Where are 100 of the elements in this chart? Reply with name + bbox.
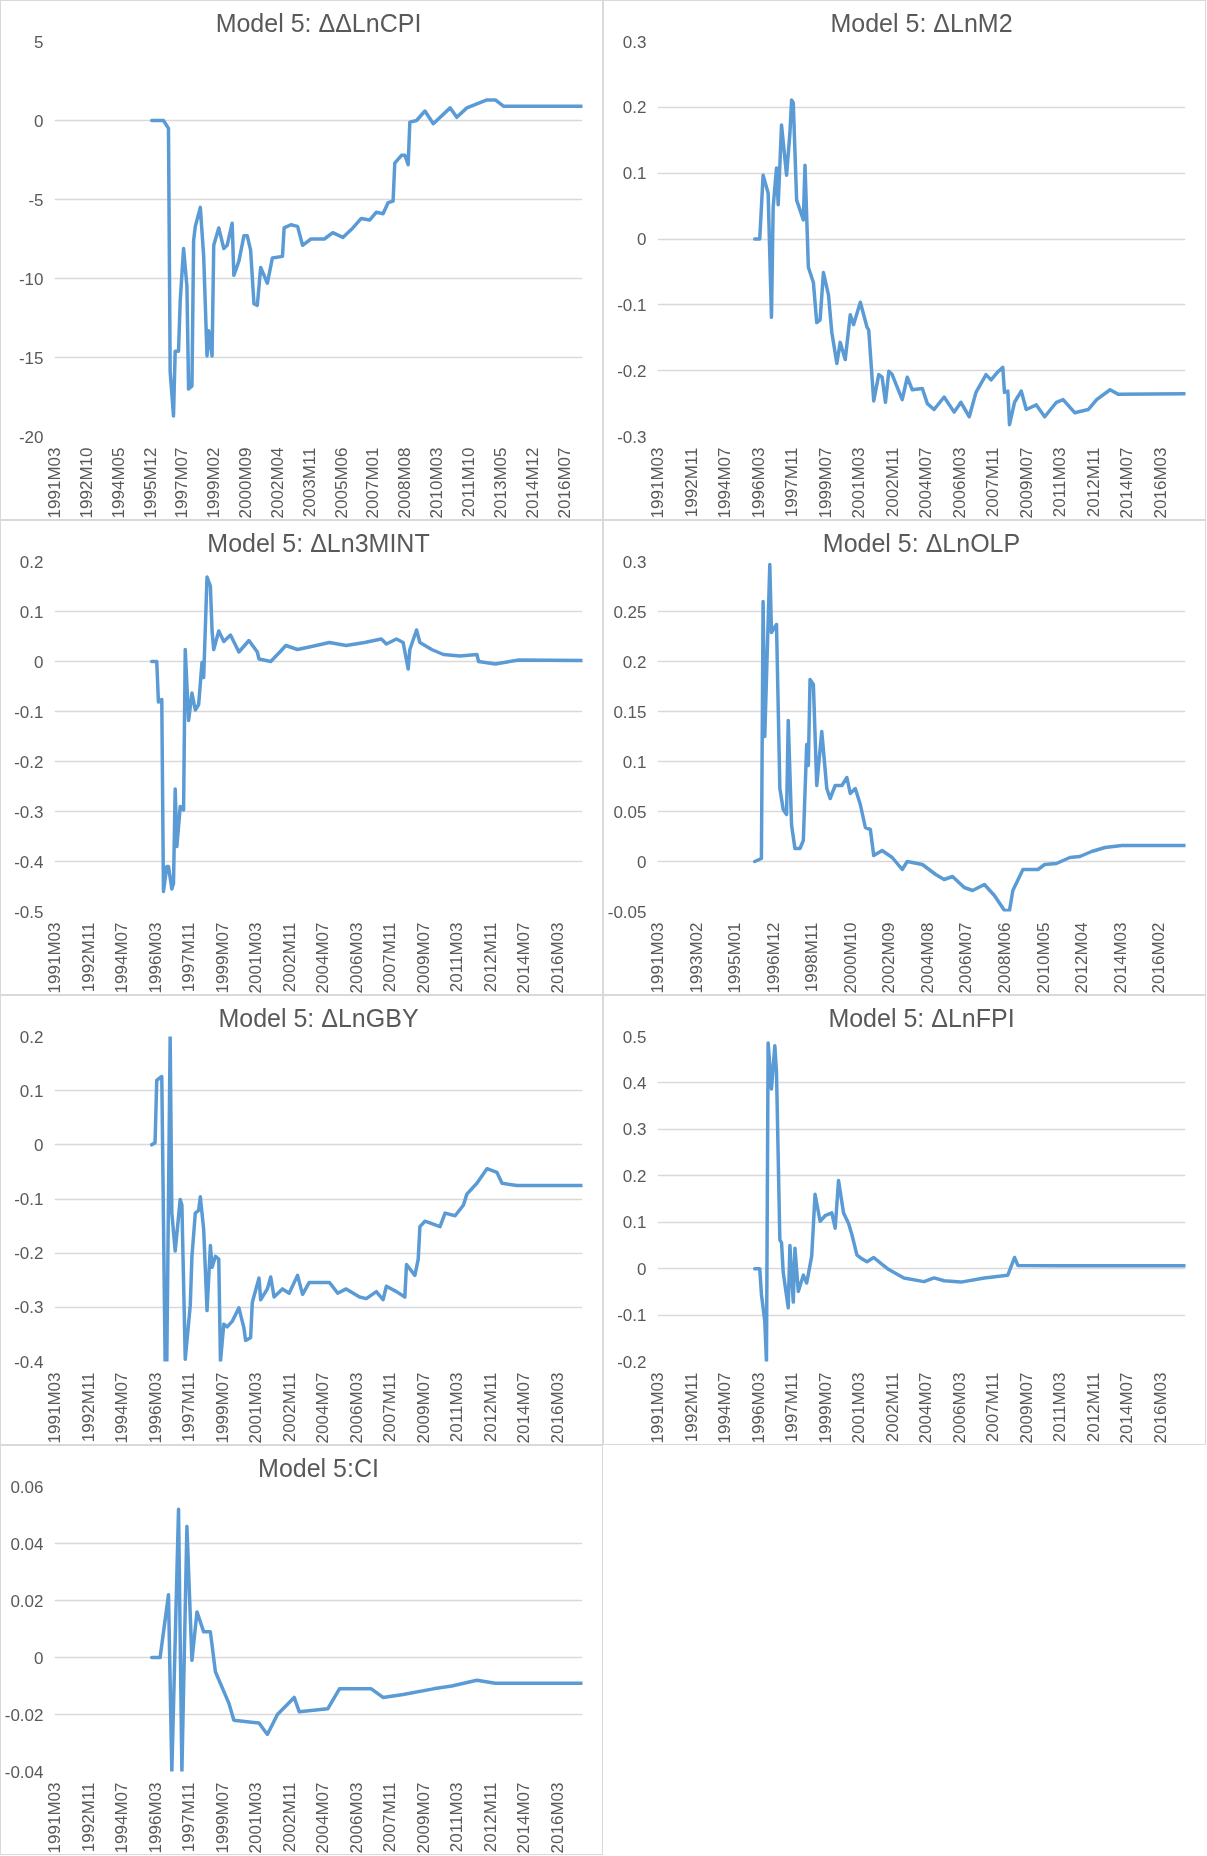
x-tick-label: 1996M03 [145, 922, 165, 994]
y-tick-label: 0.5 [622, 1027, 647, 1047]
y-tick-label: -0.2 [14, 1244, 44, 1264]
x-tick-label: 1996M03 [748, 447, 768, 519]
x-tick-label: 2014M07 [1117, 1372, 1137, 1444]
x-tick-label: 1991M03 [45, 922, 64, 994]
x-tick-label: 2009M07 [413, 1782, 433, 1854]
y-tick-label: -10 [18, 269, 44, 289]
x-tick-label: 2014M07 [514, 1372, 534, 1444]
y-tick-label: 0.1 [19, 602, 44, 622]
x-tick-label: 2012M11 [1083, 447, 1103, 518]
x-tick-label: 2004M07 [313, 1372, 333, 1444]
y-tick-label: -0.2 [617, 1352, 647, 1372]
x-tick-label: 2001M03 [246, 922, 266, 994]
x-tick-label: 2001M03 [849, 1372, 869, 1444]
y-tick-label: 0.05 [613, 802, 647, 822]
x-tick-label: 2007M11 [983, 1372, 1003, 1443]
y-tick-label: -0.04 [4, 1762, 44, 1782]
y-tick-label: 0.02 [10, 1591, 44, 1611]
y-tick-label: -0.5 [14, 902, 44, 922]
x-tick-label: 2009M07 [413, 1372, 433, 1444]
chart-title: Model 5: ΔLn3MINT [207, 528, 430, 557]
x-tick-label: 1997M11 [179, 1782, 199, 1853]
chart-title: Model 5: ΔΔLnCPI [215, 8, 422, 37]
x-tick-label: 1992M11 [78, 922, 98, 993]
x-tick-label: 1994M07 [112, 922, 132, 994]
y-tick-label: 0.25 [613, 602, 647, 622]
x-tick-label: 1994M07 [715, 1372, 735, 1444]
x-tick-label: 2008M06 [994, 922, 1014, 994]
y-tick-label: -0.1 [617, 1306, 647, 1326]
y-tick-label: 0.4 [622, 1073, 647, 1093]
x-tick-label: 1998M11 [802, 922, 822, 993]
x-tick-label: 1997M11 [179, 1372, 199, 1443]
x-tick-label: 2001M03 [246, 1782, 266, 1854]
x-tick-label: 1991M03 [648, 447, 667, 519]
x-tick-label: 2016M03 [547, 1372, 567, 1444]
chart-title: Model 5: ΔLnOLP [822, 528, 1021, 557]
x-tick-label: 1991M03 [648, 1372, 667, 1444]
x-tick-label: 2002M11 [882, 447, 902, 518]
y-tick-label: 0 [34, 1648, 44, 1668]
x-tick-label: 2002M04 [267, 447, 287, 519]
x-tick-label: 2011M10 [459, 447, 479, 518]
x-tick-label: 2016M03 [1150, 1372, 1170, 1444]
x-tick-label: 1999M02 [204, 447, 224, 519]
x-tick-label: 2002M09 [879, 922, 899, 994]
y-tick-label: 0 [34, 1135, 44, 1155]
x-tick-label: 1999M07 [212, 1782, 232, 1854]
x-tick-label: 2011M03 [447, 922, 467, 993]
x-tick-label: 2008M08 [395, 447, 415, 519]
y-tick-label: 0.06 [10, 1477, 44, 1497]
x-tick-label: 2014M07 [1117, 447, 1137, 519]
x-tick-label: 1992M11 [681, 447, 701, 518]
x-tick-label: 1992M11 [78, 1782, 98, 1853]
x-tick-label: 2002M11 [279, 922, 299, 993]
x-tick-label: 1996M03 [145, 1782, 165, 1854]
x-tick-label: 2009M07 [413, 922, 433, 994]
x-tick-label: 2011M03 [447, 1782, 467, 1853]
x-tick-label: 2009M07 [1016, 1372, 1036, 1444]
y-tick-label: 0.1 [622, 752, 647, 772]
y-tick-label: -0.1 [14, 1190, 44, 1209]
x-tick-label: 2003M11 [299, 447, 319, 518]
x-tick-label: 2007M11 [380, 1372, 400, 1443]
x-tick-label: 2012M11 [480, 1372, 500, 1443]
x-tick-label: 2004M07 [916, 1372, 936, 1444]
x-tick-label: 2016M03 [547, 1782, 567, 1854]
y-tick-label: -0.4 [14, 852, 44, 872]
chart-title: Model 5: ΔLnGBY [218, 1003, 419, 1032]
x-tick-label: 2001M03 [246, 1372, 266, 1444]
x-tick-label: 1993M02 [686, 922, 706, 994]
y-tick-label: 0.04 [10, 1534, 44, 1554]
x-tick-label: 2002M11 [279, 1782, 299, 1853]
x-tick-label: 2004M07 [916, 447, 936, 519]
y-tick-label: 0 [637, 1259, 647, 1279]
x-tick-label: 2001M03 [849, 447, 869, 519]
x-tick-label: 1992M11 [78, 1372, 98, 1443]
x-tick-label: 2016M07 [554, 447, 574, 519]
y-tick-label: 0.1 [622, 164, 647, 184]
x-tick-label: 1997M11 [782, 447, 802, 518]
x-tick-label: 2013M05 [490, 447, 510, 519]
x-tick-label: 2014M07 [514, 1782, 534, 1854]
y-tick-label: -0.3 [14, 1298, 44, 1318]
x-tick-label: 1991M03 [45, 1782, 64, 1854]
y-tick-label: -5 [28, 190, 44, 210]
chart-title: Model 5:CI [258, 1453, 379, 1482]
x-tick-label: 2006M03 [949, 1372, 969, 1444]
x-tick-label: 2002M11 [279, 1372, 299, 1443]
x-tick-label: 1999M07 [815, 1372, 835, 1444]
x-tick-label: 2007M11 [380, 922, 400, 993]
y-tick-label: -0.3 [14, 802, 44, 822]
x-tick-label: 2007M01 [363, 447, 383, 519]
x-tick-label: 1997M07 [172, 447, 192, 519]
x-tick-label: 2016M03 [547, 922, 567, 994]
x-tick-label: 1996M03 [145, 1372, 165, 1444]
x-tick-label: 2012M04 [1072, 922, 1092, 994]
y-tick-label: 5 [34, 32, 44, 52]
y-tick-label: 0 [637, 852, 647, 872]
x-tick-label: 2002M11 [882, 1372, 902, 1443]
x-tick-label: 1991M03 [45, 1372, 64, 1444]
x-tick-label: 2004M07 [313, 1782, 333, 1854]
x-tick-label: 2012M11 [1083, 1372, 1103, 1443]
